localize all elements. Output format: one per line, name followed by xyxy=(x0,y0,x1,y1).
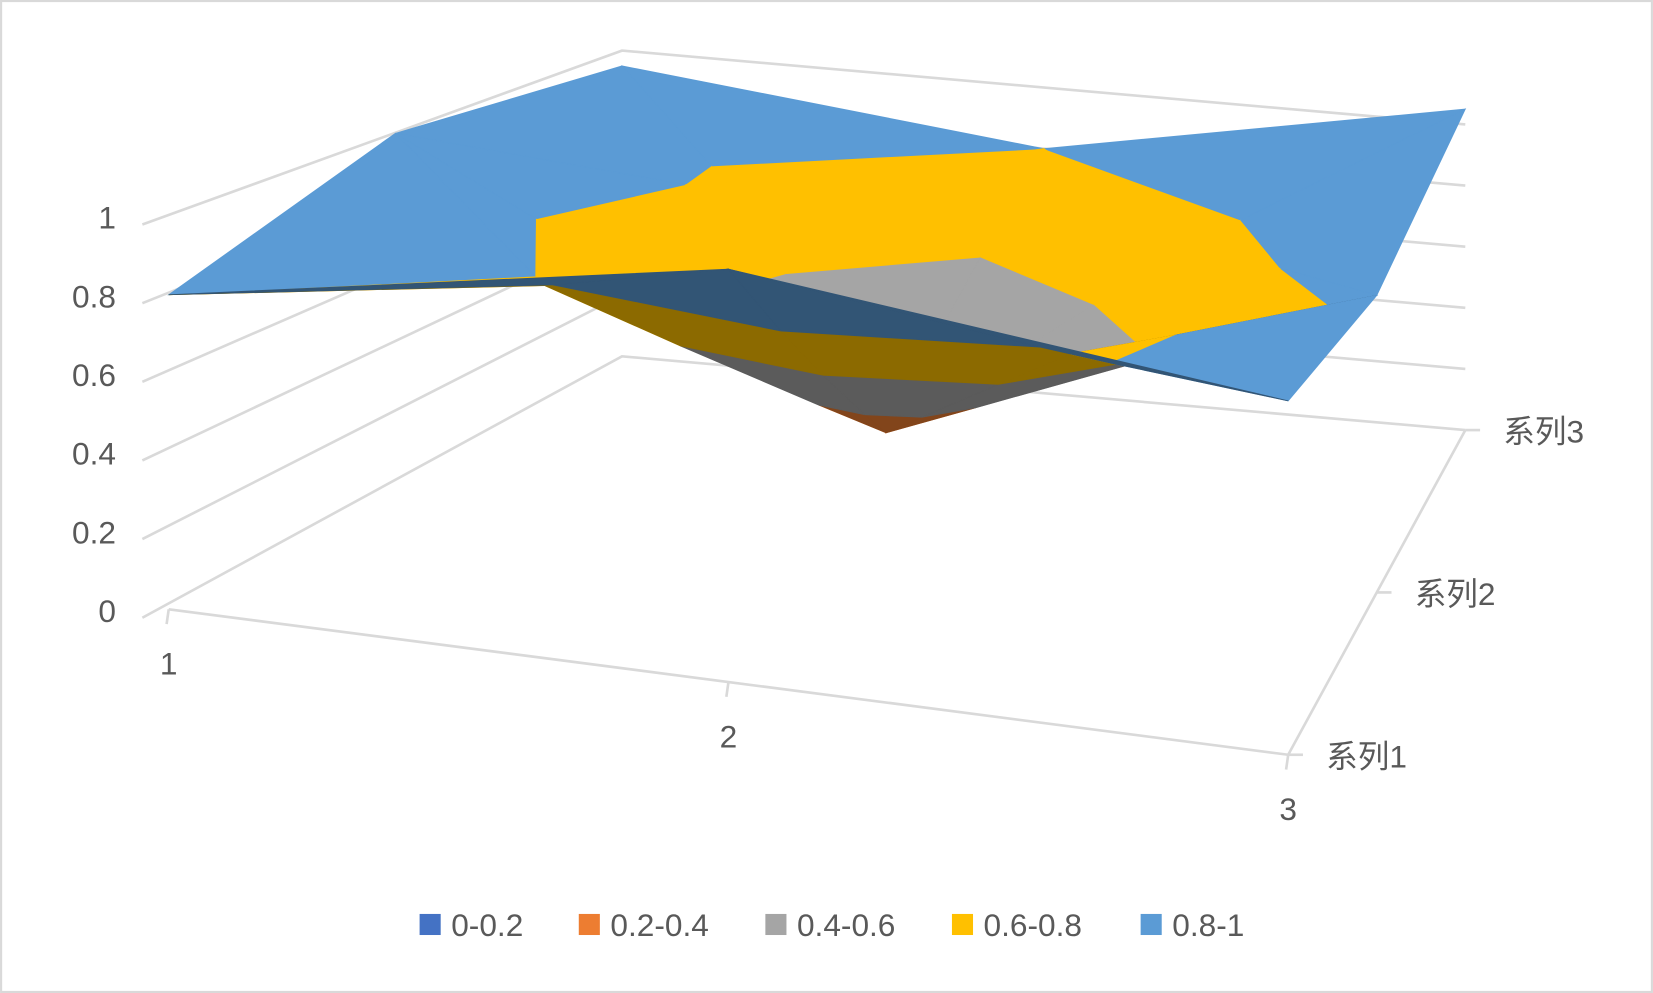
surface-band-0.8-1 xyxy=(728,268,1289,402)
z-tick-label: 0.8 xyxy=(72,278,116,314)
legend-label: 0.2-0.4 xyxy=(610,907,708,943)
axes: 0 0.2 0.4 0.6 0.8 1 1 2 3 系列1 系列2 系列3 xyxy=(72,200,1584,827)
legend-label: 0-0.2 xyxy=(451,907,523,943)
category-tick-label: 3 xyxy=(1279,791,1297,827)
category-tick xyxy=(1284,754,1290,770)
legend-label: 0.6-0.8 xyxy=(984,907,1082,943)
category-tick-label: 2 xyxy=(720,718,738,754)
series-tick-label: 系列3 xyxy=(1503,414,1584,450)
legend-swatch xyxy=(951,913,974,936)
z-tick-label: 0.2 xyxy=(72,514,116,550)
surface-band-0.8-1 xyxy=(168,268,729,296)
surface-band-0.8-1 xyxy=(167,132,536,296)
legend-swatch xyxy=(419,913,441,936)
legend-swatch xyxy=(1140,913,1162,936)
legend-label: 0.8-1 xyxy=(1172,907,1244,943)
legend-swatch xyxy=(578,913,600,936)
category-tick-label: 1 xyxy=(160,646,178,682)
legend-swatch xyxy=(765,913,787,936)
category-tick xyxy=(165,609,171,625)
legend-label: 0.4-0.6 xyxy=(797,907,895,943)
surface-plot xyxy=(167,65,1467,434)
z-tick-label: 1 xyxy=(98,200,116,236)
z-tick-label: 0.6 xyxy=(72,357,116,393)
series-tick-label: 系列1 xyxy=(1326,738,1407,774)
z-gridline xyxy=(141,49,1466,226)
z-tick-label: 0.4 xyxy=(72,436,116,472)
series-tick-label: 系列2 xyxy=(1415,576,1496,612)
z-gridline xyxy=(141,354,1466,619)
z-tick-label: 0 xyxy=(98,593,116,629)
legend: 0-0.2 0.2-0.4 0.4-0.6 0.6-0.8 0.8-1 xyxy=(419,907,1244,943)
category-tick xyxy=(725,681,730,697)
